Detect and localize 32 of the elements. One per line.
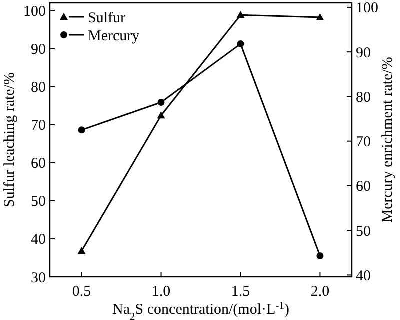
y2-axis-title: Mercury enrichment rate/%	[380, 57, 396, 223]
point	[237, 40, 244, 48]
point	[158, 99, 165, 106]
point	[78, 247, 86, 254]
legend-label: Mercury	[88, 28, 140, 44]
y2-tick-label: 100	[356, 0, 378, 17]
x-tick-label: 0.5	[72, 284, 92, 300]
legend-label: Sulfur	[88, 10, 126, 26]
point	[236, 11, 245, 18]
y-tick-label: 70	[31, 118, 46, 134]
point	[316, 13, 324, 20]
y-tick-label: 90	[31, 42, 46, 58]
y-tick-label: 60	[31, 156, 46, 172]
y2-tick-label: 90	[356, 45, 371, 62]
x-tick-label: 2.0	[310, 284, 330, 300]
y-tick-label: 30	[31, 270, 46, 286]
x-tick-label: 1.5	[231, 284, 250, 300]
x-tick-label: 1.0	[152, 284, 171, 300]
point	[78, 126, 86, 134]
y2-tick-label: 80	[356, 90, 371, 106]
point	[157, 112, 166, 119]
y-tick-label: 50	[31, 194, 46, 210]
y2-tick-label: 60	[356, 179, 371, 196]
y-tick-label: 100	[24, 4, 46, 20]
x-axis-title: Na$_{2}$S concentration/(mol·L$^{-1}$)	[112, 300, 290, 320]
y2-tick-label: 40	[356, 268, 371, 284]
y-axis-title: Sulfur leaching rate/%	[2, 72, 18, 208]
y2-tick-label: 50	[356, 224, 371, 240]
y-tick-label: 40	[31, 232, 46, 248]
y2-tick-label: 70	[356, 134, 371, 151]
y-tick-label: 80	[31, 80, 46, 96]
point	[316, 252, 324, 260]
